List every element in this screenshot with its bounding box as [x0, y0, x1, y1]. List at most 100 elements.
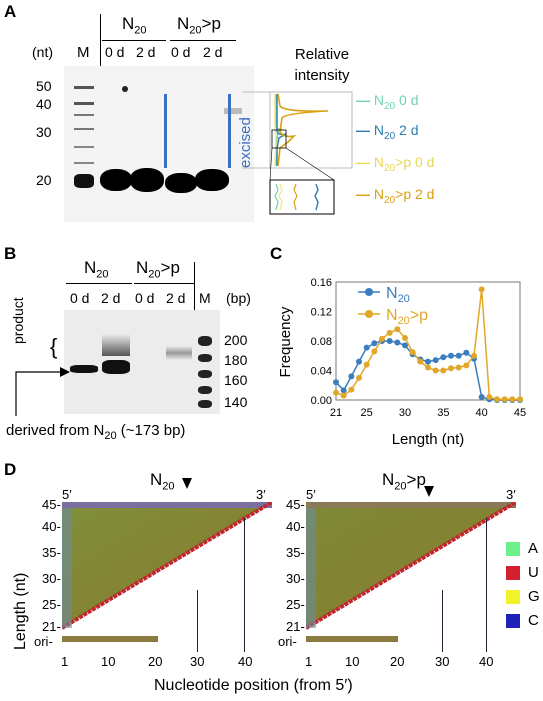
data-point	[448, 352, 454, 359]
marker-band	[74, 102, 94, 105]
data-point	[348, 373, 355, 380]
panel-b-group1-title: N20	[84, 258, 109, 281]
inset-trace	[278, 183, 283, 211]
left-heatmap-top-row	[62, 502, 272, 508]
marker-band	[74, 86, 94, 89]
intensity-frame	[269, 91, 353, 169]
frequency-chart: 0.00 0.04 0.08 0.12 0.16 21 25 30 35 40 45 Freque…	[277, 277, 526, 448]
data-point	[440, 367, 447, 374]
trace-n20-2d	[276, 94, 287, 166]
data-point	[463, 349, 470, 356]
data-point	[509, 396, 516, 403]
legend-item-n20-0d: — N20 0 d	[356, 92, 419, 112]
data-point	[494, 396, 500, 403]
data-point	[432, 367, 439, 374]
panel-a-gel-image	[64, 66, 254, 222]
x-tick-label: 40	[476, 407, 488, 419]
data-point	[409, 349, 416, 356]
panel-b-divider	[194, 262, 195, 310]
panel-a-lane-4: 2 d	[203, 44, 223, 60]
data-point	[363, 344, 370, 351]
inset-trace	[293, 183, 298, 211]
data-point	[386, 338, 393, 344]
left-xtick-20: 20	[148, 654, 163, 669]
panel-a-label: A	[4, 2, 17, 21]
panel-b-lane-3: 0 d	[135, 290, 155, 306]
relative-intensity-title: Relative intensity	[294, 46, 350, 84]
smear-b-n20-2d	[102, 334, 130, 356]
zoom-line	[285, 147, 335, 181]
panel-a-lane-3: 0 d	[171, 44, 191, 60]
right-heatmap-title: N20>p	[382, 470, 426, 493]
relative-intensity-plot	[242, 91, 353, 215]
panel-a-marker-30: 30	[36, 124, 52, 140]
legend-label-c: C	[528, 612, 539, 629]
right-ori-label: ori-	[278, 634, 297, 649]
chart-legend: N20 N20>p	[358, 285, 428, 327]
x-ticks: 21 25 30 35 40 45	[330, 407, 526, 419]
marker-band	[74, 114, 94, 116]
right-heatmap	[306, 502, 516, 642]
data-point	[455, 352, 462, 359]
x-tick-label: 25	[361, 407, 373, 419]
panel-a-lane-1: 0 d	[105, 44, 125, 60]
right-heatmap-first-column	[306, 508, 316, 628]
data-point	[425, 358, 431, 365]
right-ytick-45: 45-	[286, 497, 305, 512]
legend-swatch-u	[506, 566, 520, 580]
right-heatmap-top-row	[306, 502, 516, 508]
data-point	[394, 339, 401, 346]
right-xtick-1: 1	[305, 654, 313, 669]
data-point	[333, 379, 339, 386]
left-ytick-25: 25-	[42, 597, 61, 612]
product-brace: {	[50, 334, 58, 359]
marker-band	[74, 128, 94, 130]
left-xtick-10: 10	[101, 654, 116, 669]
x-tick-label: 30	[399, 407, 411, 419]
data-point	[517, 396, 523, 403]
right-ytick-40: 40-	[286, 519, 305, 534]
right-xtick-40: 40	[479, 654, 494, 669]
left-heatmap	[62, 502, 272, 642]
left-xtick-40: 40	[238, 654, 253, 669]
x-tick-label: 35	[437, 407, 449, 419]
right-xtick-10: 10	[345, 654, 360, 669]
legend-label-g: G	[528, 588, 540, 605]
panel-a-group1-title: N20	[122, 14, 147, 37]
panel-a-marker-20: 20	[36, 172, 52, 188]
panel-a-marker-lane: M	[77, 44, 90, 61]
series-lines	[333, 286, 523, 403]
data-point	[379, 335, 385, 342]
data-point	[386, 329, 393, 336]
y-tick-label: 0.12	[311, 307, 332, 319]
data-point	[471, 352, 477, 359]
left-ori-bar	[62, 636, 158, 642]
panel-b-group1-line	[66, 283, 132, 284]
ladder-band	[198, 354, 212, 362]
legend-swatch-a	[506, 542, 520, 556]
panel-c-label: C	[270, 244, 283, 263]
panel-d-label: D	[4, 460, 17, 479]
legend-marker-n20p	[365, 310, 373, 318]
band-b-n20-2d	[102, 360, 130, 374]
trace-n20p-2d	[277, 93, 329, 167]
panel-a-group1-line	[102, 40, 166, 41]
band-n20-0d	[100, 169, 132, 191]
y-axis-label: Frequency	[277, 306, 294, 377]
ladder-band	[198, 370, 212, 378]
legend-item-n20p-0d: — N20>p 0 d	[356, 154, 435, 174]
marker-band	[74, 174, 94, 188]
panel-b-marker-180: 180	[224, 352, 248, 368]
panel-b-lane-1: 0 d	[70, 290, 90, 306]
data-point	[356, 374, 362, 381]
panel-a-divider	[100, 14, 101, 66]
data-point	[440, 354, 447, 361]
left-xtick-30: 30	[190, 654, 205, 669]
data-point	[478, 286, 485, 293]
data-point	[417, 358, 424, 365]
marker-band	[74, 162, 94, 164]
zoom-box	[271, 129, 287, 149]
data-point	[463, 362, 470, 369]
legend-label-u: U	[528, 564, 539, 581]
panel-b-group2-line	[134, 283, 194, 284]
